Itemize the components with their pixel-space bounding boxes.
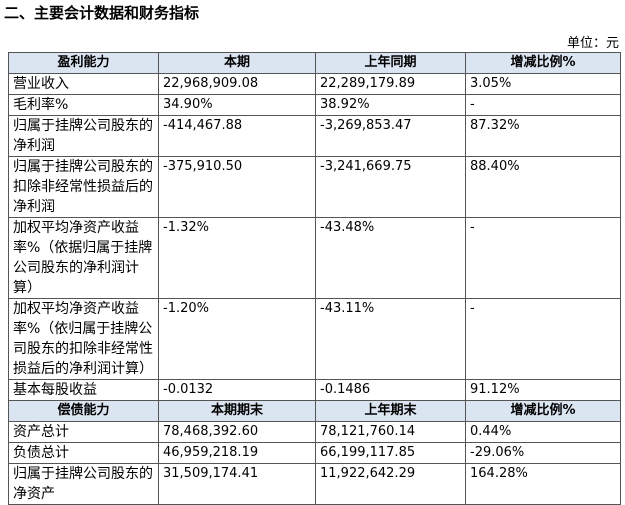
data-row: 负债总计 46,959,218.19 66,199,117.85 -29.06% bbox=[8, 442, 621, 464]
data-row: 加权平均净资产收益率%（依据归属于挂牌公司股东的净利润计算） -1.32% -43.… bbox=[8, 217, 621, 299]
table-cell: 22,289,179.89 bbox=[315, 73, 466, 95]
unit-label: 单位：元 bbox=[566, 36, 619, 51]
table-cell: 毛利率% bbox=[8, 94, 159, 116]
table-cell: 盈利能力 bbox=[8, 52, 159, 74]
section-title: 二、主要会计数据和财务指标 bbox=[4, 4, 200, 22]
table-cell: 0.44% bbox=[465, 421, 621, 443]
table-cell: 上年期末 bbox=[315, 400, 466, 422]
table-cell: 31,509,174.41 bbox=[158, 463, 316, 505]
table-cell: 资产总计 bbox=[8, 421, 159, 443]
table-cell: -43.48% bbox=[315, 217, 466, 299]
table-cell: 本期期末 bbox=[158, 400, 316, 422]
data-row: 资产总计 78,468,392.60 78,121,760.14 0.44% bbox=[8, 421, 621, 443]
header-row: 偿债能力 本期期末 上年期末 增减比例% bbox=[8, 400, 621, 422]
header-row: 盈利能力 本期 上年同期 增减比例% bbox=[8, 52, 621, 74]
table-cell: 87.32% bbox=[465, 115, 621, 157]
data-row: 归属于挂牌公司股东的净资产 31,509,174.41 11,922,642.29 1… bbox=[8, 463, 621, 505]
table-cell: 加权平均净资产收益率%（依归属于挂牌公司股东的扣除非经常性损益后的净利润计算） bbox=[8, 298, 159, 380]
table-cell: 88.40% bbox=[465, 156, 621, 218]
table-cell: -0.1486 bbox=[315, 379, 466, 401]
table-cell: 增减比例% bbox=[465, 52, 621, 74]
table-cell: 66,199,117.85 bbox=[315, 442, 466, 464]
table-cell: -1.32% bbox=[158, 217, 316, 299]
table-cell: 34.90% bbox=[158, 94, 316, 116]
table-cell: 基本每股收益 bbox=[8, 379, 159, 401]
table-cell: 归属于挂牌公司股东的净利润 bbox=[8, 115, 159, 157]
data-row: 营业收入 22,968,909.08 22,289,179.89 3.05% bbox=[8, 73, 621, 95]
table-cell: -1.20% bbox=[158, 298, 316, 380]
data-row: 基本每股收益 -0.0132 -0.1486 91.12% bbox=[8, 379, 621, 401]
table-cell: -3,269,853.47 bbox=[315, 115, 466, 157]
table-cell: 归属于挂牌公司股东的净资产 bbox=[8, 463, 159, 505]
finance-table: 盈利能力 本期 上年同期 增减比例% 营业收入 22,968,909.08 22,289,1… bbox=[8, 52, 621, 505]
table-cell: 22,968,909.08 bbox=[158, 73, 316, 95]
table-cell: 3.05% bbox=[465, 73, 621, 95]
table-cell: 38.92% bbox=[315, 94, 466, 116]
data-row: 毛利率% 34.90% 38.92% - bbox=[8, 94, 621, 116]
table-cell: 46,959,218.19 bbox=[158, 442, 316, 464]
table-cell: 91.12% bbox=[465, 379, 621, 401]
table-cell: -414,467.88 bbox=[158, 115, 316, 157]
data-row: 归属于挂牌公司股东的扣除非经常性损益后的净利润 -375,910.50 -3,241… bbox=[8, 156, 621, 218]
data-row: 归属于挂牌公司股东的净利润 -414,467.88 -3,269,853.47 87.… bbox=[8, 115, 621, 157]
table-cell: 归属于挂牌公司股东的扣除非经常性损益后的净利润 bbox=[8, 156, 159, 218]
table-cell: -0.0132 bbox=[158, 379, 316, 401]
table-cell: 加权平均净资产收益率%（依据归属于挂牌公司股东的净利润计算） bbox=[8, 217, 159, 299]
table-cell: 78,121,760.14 bbox=[315, 421, 466, 443]
table-cell: -43.11% bbox=[315, 298, 466, 380]
table-cell: - bbox=[465, 217, 621, 299]
table-cell: -375,910.50 bbox=[158, 156, 316, 218]
table-cell: 营业收入 bbox=[8, 73, 159, 95]
table-cell: 增减比例% bbox=[465, 400, 621, 422]
table-cell: 上年同期 bbox=[315, 52, 466, 74]
table-cell: 本期 bbox=[158, 52, 316, 74]
table-cell: -29.06% bbox=[465, 442, 621, 464]
data-row: 加权平均净资产收益率%（依归属于挂牌公司股东的扣除非经常性损益后的净利润计算） -… bbox=[8, 298, 621, 380]
table-cell: - bbox=[465, 94, 621, 116]
table-cell: - bbox=[465, 298, 621, 380]
table-cell: 负债总计 bbox=[8, 442, 159, 464]
table-cell: 11,922,642.29 bbox=[315, 463, 466, 505]
table-cell: -3,241,669.75 bbox=[315, 156, 466, 218]
table-cell: 164.28% bbox=[465, 463, 621, 505]
table-cell: 78,468,392.60 bbox=[158, 421, 316, 443]
table-cell: 偿债能力 bbox=[8, 400, 159, 422]
